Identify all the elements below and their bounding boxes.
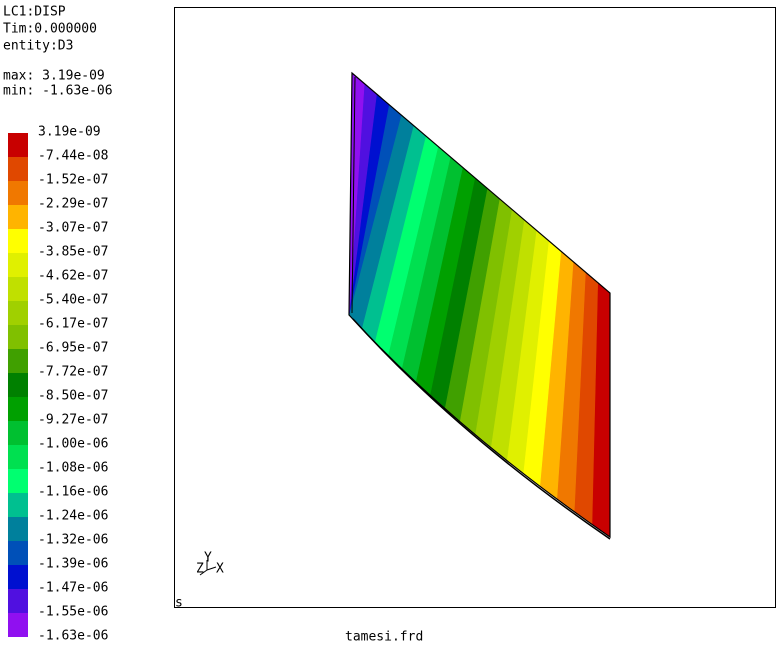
legend-swatch <box>8 541 28 565</box>
model-edge <box>352 318 611 540</box>
legend-swatch <box>8 301 28 325</box>
legend-label: -2.29e-07 <box>38 197 108 212</box>
legend-swatch <box>8 349 28 373</box>
legend-label: -1.24e-06 <box>38 509 108 524</box>
triad-axis <box>206 566 217 571</box>
legend-label: -3.85e-07 <box>38 245 108 260</box>
model-edge <box>351 76 356 314</box>
triad-label: Y <box>204 551 212 566</box>
legend-swatch <box>8 565 28 589</box>
legend-swatch <box>8 445 28 469</box>
axis-triad: Z Y X <box>196 551 224 577</box>
model <box>348 71 611 540</box>
legend-label: -1.08e-06 <box>38 461 108 476</box>
legend-label: -1.00e-06 <box>38 437 108 452</box>
legend-label: -1.32e-06 <box>38 533 108 548</box>
legend-swatch <box>8 589 28 613</box>
legend-swatch <box>8 493 28 517</box>
legend-swatch <box>8 373 28 397</box>
triad-axis <box>199 569 208 576</box>
legend-swatch <box>8 157 28 181</box>
legend: 3.19e-09 -7.44e-08 -1.52e-07 -2.29e-07 -3.07… <box>8 125 108 644</box>
triad-label: X <box>216 562 224 577</box>
legend-swatch <box>8 277 28 301</box>
legend-label: -7.44e-08 <box>38 149 108 164</box>
header-line: entity:D3 <box>3 39 73 54</box>
legend-swatch <box>8 421 28 445</box>
legend-swatch <box>8 613 28 637</box>
legend-swatch <box>8 325 28 349</box>
legend-label: -4.62e-07 <box>38 269 108 284</box>
legend-swatch <box>8 469 28 493</box>
legend-label: -1.39e-06 <box>38 557 108 572</box>
legend-swatch <box>8 205 28 229</box>
legend-swatch <box>8 133 28 157</box>
header-line: Tim:0.000000 <box>3 22 97 37</box>
legend-label: -7.72e-07 <box>38 365 108 380</box>
legend-label: -3.07e-07 <box>38 221 108 236</box>
legend-label: -1.16e-06 <box>38 485 108 500</box>
legend-label: -1.55e-06 <box>38 605 108 620</box>
legend-label: -5.40e-07 <box>38 293 108 308</box>
max-label: max: 3.19e-09 <box>3 69 105 84</box>
legend-swatch <box>8 229 28 253</box>
legend-swatch <box>8 517 28 541</box>
legend-label: -9.27e-07 <box>38 413 108 428</box>
legend-label: -6.17e-07 <box>38 317 108 332</box>
legend-label: -1.63e-06 <box>38 629 108 644</box>
filename: tamesi.frd <box>345 630 423 645</box>
min-label: min: -1.63e-06 <box>3 84 113 99</box>
legend-label: -1.52e-07 <box>38 173 108 188</box>
legend-swatch <box>8 181 28 205</box>
legend-label: 3.19e-09 <box>38 125 101 140</box>
legend-swatch <box>8 253 28 277</box>
legend-label: -1.47e-06 <box>38 581 108 596</box>
viewport-frame <box>174 7 776 608</box>
legend-label: -8.50e-07 <box>38 389 108 404</box>
corner-label: s <box>175 596 183 611</box>
header-line: LC1:DISP <box>3 5 66 20</box>
triad-label: Z <box>196 562 204 577</box>
legend-label: -6.95e-07 <box>38 341 108 356</box>
legend-swatch <box>8 397 28 421</box>
